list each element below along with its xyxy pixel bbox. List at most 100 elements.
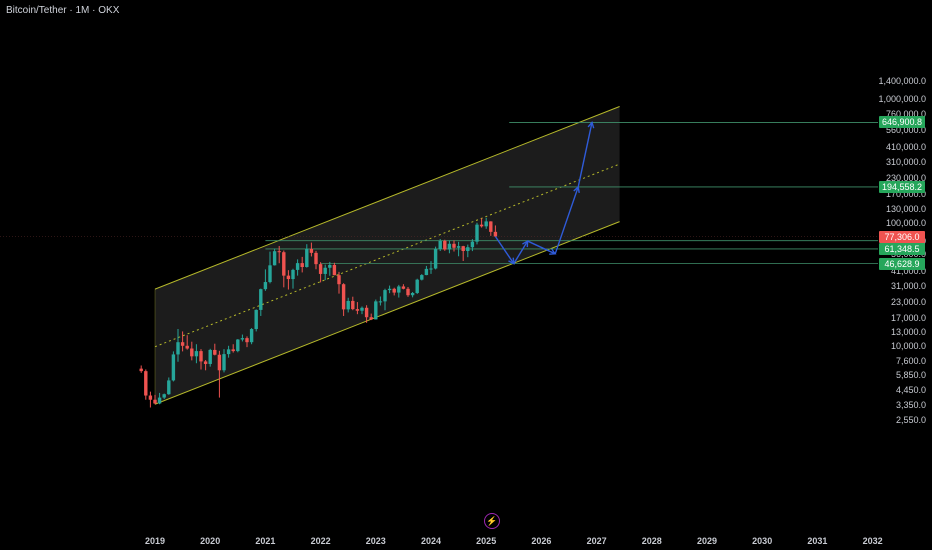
x-tick-label: 2019 [144, 536, 166, 546]
price-level-label: 646,900.8 [879, 116, 925, 129]
candle-body [144, 371, 148, 396]
candle-body [452, 243, 456, 248]
candle-body [208, 349, 212, 364]
candle-body [383, 290, 387, 302]
candle-body [429, 268, 433, 270]
x-tick-label: 2032 [862, 536, 883, 546]
candle-body [203, 361, 208, 364]
candle-body [332, 264, 337, 276]
candles-layer [139, 217, 498, 408]
candle-body [231, 349, 235, 352]
price-level-label: 194,558.2 [879, 180, 925, 193]
candle-body [286, 275, 291, 280]
candle-body [277, 251, 281, 253]
candle-body [392, 288, 396, 293]
candle-body [249, 329, 254, 343]
chart-title: Bitcoin/Tether · 1M · OKX [6, 5, 120, 16]
candle-body [456, 246, 461, 248]
candle-body [479, 224, 484, 227]
y-tick-label: 130,000.0 [885, 203, 926, 214]
candle-body [245, 338, 249, 343]
x-tick-label: 2031 [807, 536, 828, 546]
projection-segment [577, 122, 593, 188]
candle-body [374, 301, 378, 320]
candle-body [222, 354, 226, 371]
candle-body [162, 394, 166, 398]
candle-body [171, 354, 176, 381]
candle-body [282, 252, 286, 276]
y-tick-label: 41,000.0 [890, 265, 926, 276]
candle-body [443, 240, 447, 250]
candle-body [410, 292, 415, 296]
x-tick-label: 2021 [255, 536, 276, 546]
x-tick-label: 2027 [586, 536, 607, 546]
candle-body [341, 284, 346, 310]
candle-body [180, 342, 185, 346]
candle-body [424, 268, 429, 276]
candle-body [401, 286, 406, 289]
candle-body [328, 264, 332, 268]
candle-body [318, 264, 323, 274]
y-tick-label: 3,350.0 [895, 400, 926, 411]
x-tick-label: 2020 [200, 536, 221, 546]
candle-body [420, 275, 424, 280]
candle-body [387, 288, 392, 291]
candle-body [360, 307, 364, 311]
y-tick-label: 13,000.0 [890, 327, 926, 338]
candle-body [475, 224, 479, 242]
candle-body [461, 246, 465, 252]
candle-body [139, 368, 143, 372]
y-tick-label: 4,450.0 [895, 384, 926, 395]
candle-body [378, 301, 383, 303]
candle-body [153, 399, 157, 404]
projection-segment [513, 240, 529, 265]
candle-body [300, 263, 304, 268]
y-tick-label: 1,400,000.0 [878, 75, 926, 86]
candle-body [397, 286, 401, 293]
candle-body [295, 263, 300, 270]
level-lines-layer [0, 122, 878, 265]
x-tick-label: 2030 [752, 536, 773, 546]
candle-body [148, 395, 153, 400]
candle-body [263, 282, 268, 290]
candle-body [236, 339, 240, 352]
candle-body [323, 267, 327, 274]
candle-body [433, 249, 438, 269]
candle-body [406, 288, 410, 296]
projection-segment [527, 240, 556, 255]
y-tick-label: 230,000.0 [885, 172, 926, 183]
channel-midline [154, 163, 620, 348]
candle-body [291, 269, 295, 280]
candle-body [438, 240, 442, 250]
x-tick-label: 2025 [476, 536, 497, 546]
y-tick-label: 5,850.0 [895, 370, 926, 381]
channel-lower-line [154, 221, 620, 405]
y-tick-label: 31,000.0 [890, 280, 926, 291]
candle-body [259, 289, 263, 310]
candle-body [489, 221, 493, 232]
y-tick-label: 10,000.0 [890, 341, 926, 352]
candle-body [337, 275, 341, 285]
candle-body [470, 241, 475, 248]
candle-body [226, 349, 231, 355]
projection-segment [494, 236, 515, 265]
channel-fill [155, 106, 620, 405]
projection-segment [554, 186, 579, 255]
candle-body [157, 397, 162, 404]
candle-body [272, 251, 277, 266]
y-tick-label: 310,000.0 [885, 156, 926, 167]
candle-body [351, 300, 355, 310]
y-tick-label: 410,000.0 [885, 141, 926, 152]
channel-layer [154, 106, 620, 405]
candle-body [194, 351, 199, 357]
channel-upper-line [154, 106, 620, 290]
candle-body [254, 309, 258, 330]
candle-body [167, 380, 171, 395]
y-tick-label: 2,550.0 [895, 414, 926, 425]
candle-body [199, 351, 203, 362]
lightning-icon[interactable]: ⚡ [484, 513, 500, 529]
x-tick-label: 2023 [365, 536, 386, 546]
y-tick-label: 170,000.0 [885, 189, 926, 200]
candle-body [346, 300, 350, 310]
